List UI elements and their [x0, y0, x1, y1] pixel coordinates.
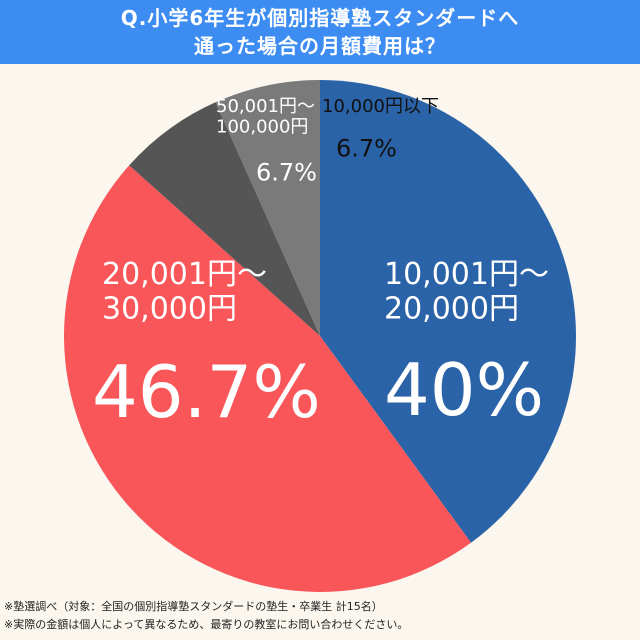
chart-title-line-2: 通った場合の月額費用は？	[194, 34, 446, 58]
footnote-survey: ※塾選調べ（対象：全国の個別指導塾スタンダードの塾生・卒業生 計15名）	[4, 600, 383, 613]
slice-value-label-3: 6.7%	[336, 134, 397, 162]
pie-slice-2	[129, 102, 320, 336]
slice-value-label-1: 46.7%	[92, 350, 321, 434]
slice-label-0: 10,001円〜 20,000円	[384, 257, 549, 327]
chart-title-line-1: Q.小学6年生が個別指導塾スタンダードへ	[120, 6, 520, 30]
pie-slice-0	[320, 80, 577, 543]
slice-value-label-0: 40%	[384, 348, 544, 432]
footnote-disclaimer: ※実際の金額は個人によって異なるため、最寄りの教室にお問い合わせください。	[4, 618, 409, 631]
slice-label-1: 20,001円〜 30,000円	[102, 257, 267, 327]
pie-slice-1	[63, 165, 471, 593]
title-bar: Q.小学6年生が個別指導塾スタンダードへ 通った場合の月額費用は？	[0, 0, 640, 64]
pie-slice-3	[215, 80, 320, 336]
footnotes: ※塾選調べ（対象：全国の個別指導塾スタンダードの塾生・卒業生 計15名） ※実際…	[4, 598, 636, 634]
slice-value-label-2: 6.7%	[256, 158, 317, 186]
slice-label-3: 10,000円以下	[322, 96, 439, 117]
slice-label-2: 50,001円〜 100,000円	[216, 96, 315, 138]
